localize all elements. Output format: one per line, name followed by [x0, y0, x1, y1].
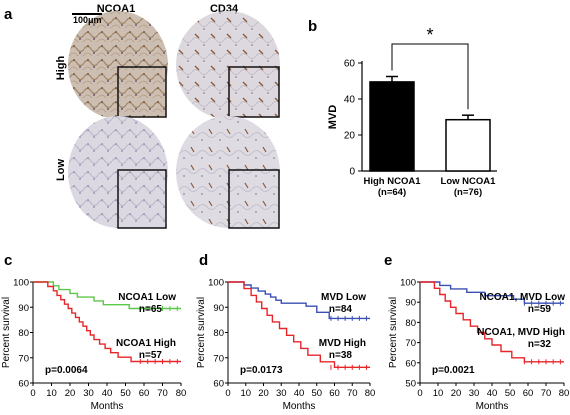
x-tick-label: 60 — [523, 388, 534, 399]
category-label: (n=64) — [378, 187, 406, 198]
x-tick-label: 60 — [329, 388, 340, 399]
series-n-label: n=84 — [329, 304, 353, 315]
y-tick-label: 40 — [344, 95, 356, 106]
x-tick-label: 30 — [83, 388, 94, 399]
series-n-label: n=57 — [139, 350, 163, 361]
y-tick-label: 70 — [405, 338, 416, 349]
category-label: (n=76) — [454, 187, 482, 198]
survival-curve — [33, 281, 181, 363]
y-tick-label: 80 — [405, 318, 416, 329]
series-n-label: n=38 — [329, 350, 353, 361]
x-tick-label: 30 — [276, 388, 287, 399]
y-axis-label: Percent survival — [1, 297, 12, 368]
x-tick-label: 50 — [311, 388, 322, 399]
y-tick-label: 60 — [405, 358, 416, 369]
series-n-label: n=32 — [528, 339, 552, 350]
series-label: NCOA1 High — [116, 338, 176, 349]
x-axis-label: Months — [476, 401, 509, 412]
x-tick-label: 50 — [505, 388, 516, 399]
ihc-panel: NCOA1 CD34 High Low 100μm — [55, 3, 280, 229]
x-tick-label: 50 — [120, 388, 131, 399]
y-tick-label: 50 — [405, 379, 416, 390]
ihc-image-ncoa1-low — [68, 116, 168, 229]
y-tick-label: 60 — [213, 379, 224, 390]
x-axis-label: Months — [283, 401, 316, 412]
y-tick-label: 70 — [213, 353, 224, 364]
survival-curve — [420, 281, 564, 304]
x-tick-label: 20 — [65, 388, 76, 399]
y-tick-label: 80 — [18, 328, 29, 339]
y-tick-label: 80 — [213, 328, 224, 339]
x-axis-label: Months — [91, 401, 124, 412]
series-label: MVD Low — [321, 292, 366, 303]
bar — [445, 118, 491, 172]
y-tick-label: 90 — [18, 303, 29, 314]
ihc-row-label-high: High — [55, 56, 67, 81]
y-tick-label: 60 — [18, 379, 29, 390]
significance-bracket — [391, 43, 469, 110]
x-tick-label: 0 — [417, 388, 422, 399]
p-value-label: p=0.0064 — [45, 365, 88, 376]
x-tick-label: 70 — [157, 388, 168, 399]
x-tick-label: 10 — [46, 388, 57, 399]
y-tick-label: 100 — [400, 278, 416, 289]
ihc-image-cd34-low — [176, 116, 280, 229]
x-tick-label: 0 — [30, 388, 35, 399]
survival-curve — [420, 281, 564, 363]
y-tick-label: 0 — [349, 167, 355, 178]
panel-letter-c: c — [4, 252, 13, 269]
ihc-image-cd34-high — [176, 11, 280, 119]
ihc-image-ncoa1-high — [68, 11, 168, 119]
y-tick-label: 20 — [344, 131, 356, 142]
y-tick-label: 70 — [18, 353, 29, 364]
ihc-row-label-low: Low — [55, 159, 67, 181]
y-axis-label: MVD — [327, 105, 339, 130]
x-tick-label: 30 — [469, 388, 480, 399]
series-label: NCOA1, MVD High — [477, 327, 565, 338]
category-label: Low NCOA1 — [441, 176, 497, 187]
x-tick-label: 20 — [451, 388, 462, 399]
bar — [369, 81, 415, 172]
x-tick-label: 40 — [294, 388, 305, 399]
p-value-label: p=0.0021 — [432, 365, 475, 376]
y-axis-label: Percent survival — [388, 297, 399, 368]
series-label: NCOA1, MVD Low — [479, 292, 565, 303]
x-tick-label: 70 — [541, 388, 552, 399]
survival-curve — [228, 281, 370, 320]
panel-letter-a: a — [4, 6, 13, 23]
x-tick-label: 80 — [365, 388, 376, 399]
x-tick-label: 10 — [433, 388, 444, 399]
x-tick-label: 10 — [240, 388, 251, 399]
p-value-label: p=0.0173 — [240, 365, 283, 376]
survival-curve — [228, 281, 370, 368]
y-tick-label: 90 — [213, 303, 224, 314]
x-tick-label: 40 — [487, 388, 498, 399]
series-n-label: n=59 — [528, 304, 552, 315]
panel-letter-d: d — [199, 252, 209, 269]
series-label: MVD High — [319, 338, 366, 349]
y-tick-label: 100 — [13, 278, 29, 289]
significance-star: * — [426, 25, 433, 45]
x-tick-label: 40 — [102, 388, 113, 399]
x-tick-label: 0 — [225, 388, 230, 399]
y-tick-label: 90 — [405, 298, 416, 309]
x-tick-label: 70 — [347, 388, 358, 399]
x-tick-label: 20 — [258, 388, 269, 399]
series-label: NCOA1 Low — [118, 292, 176, 303]
y-tick-label: 60 — [344, 59, 356, 70]
series-n-label: n=65 — [139, 304, 163, 315]
panel-letter-b: b — [308, 18, 318, 35]
x-tick-label: 60 — [139, 388, 150, 399]
scale-bar-label: 100μm — [73, 15, 102, 25]
y-axis-label: Percent survival — [196, 297, 207, 368]
category-label: High NCOA1 — [364, 176, 422, 187]
x-tick-label: 80 — [559, 388, 570, 399]
survival-curve — [33, 281, 181, 310]
y-tick-label: 100 — [208, 278, 224, 289]
x-tick-label: 80 — [176, 388, 187, 399]
panel-letter-e: e — [384, 252, 393, 269]
